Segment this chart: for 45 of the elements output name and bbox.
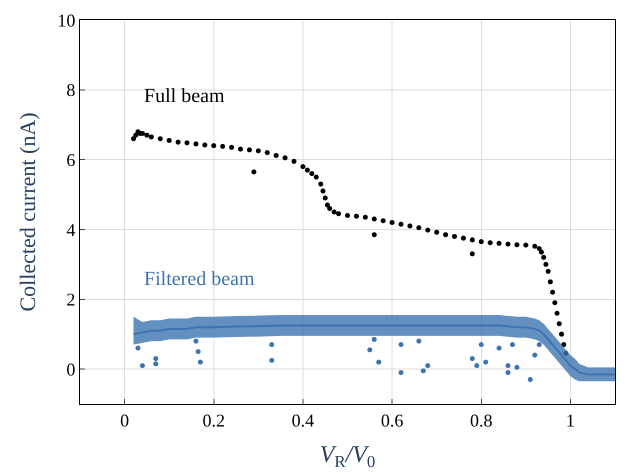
x-tick-label: 0.2 bbox=[202, 410, 225, 431]
y-tick-label: 2 bbox=[66, 290, 76, 310]
series-label: Filtered beam bbox=[144, 268, 255, 290]
x-tick-label: 0.8 bbox=[470, 410, 492, 431]
point bbox=[376, 360, 382, 365]
point bbox=[416, 338, 422, 344]
point bbox=[398, 342, 404, 348]
point bbox=[153, 356, 158, 362]
point bbox=[506, 363, 510, 368]
point bbox=[140, 363, 145, 368]
point bbox=[536, 342, 542, 348]
point bbox=[135, 346, 140, 351]
y-tick-label: 10 bbox=[57, 10, 76, 30]
y-tick-label: 4 bbox=[66, 220, 76, 240]
point bbox=[496, 346, 502, 351]
point bbox=[269, 342, 274, 348]
point bbox=[478, 342, 484, 348]
y-tick-label: 8 bbox=[66, 80, 76, 100]
x-tick-label: 1 bbox=[566, 410, 575, 431]
point bbox=[420, 368, 426, 374]
point bbox=[153, 361, 158, 366]
point bbox=[506, 370, 510, 376]
point bbox=[425, 363, 430, 368]
point bbox=[474, 363, 480, 368]
point bbox=[510, 342, 515, 348]
point bbox=[269, 358, 274, 363]
point bbox=[198, 360, 203, 365]
point bbox=[514, 364, 520, 370]
point bbox=[398, 370, 404, 376]
x-tick-label: 0.6 bbox=[380, 410, 404, 431]
series-label: Full beam bbox=[144, 85, 225, 107]
y-tick-label: 0 bbox=[66, 359, 76, 380]
point bbox=[372, 336, 377, 342]
point bbox=[367, 347, 372, 352]
point bbox=[196, 349, 201, 354]
point bbox=[193, 338, 198, 344]
point bbox=[532, 352, 538, 358]
x-tick-label: 0.4 bbox=[292, 410, 314, 431]
point bbox=[528, 377, 533, 382]
point bbox=[483, 360, 488, 365]
x-axis-title: V$_{R}$/V$_{0}$ bbox=[320, 442, 376, 471]
point bbox=[470, 356, 475, 362]
y-tick-label: 6 bbox=[66, 150, 76, 170]
x-tick-label: 0 bbox=[120, 410, 130, 431]
y-axis-title: Collected current (nA) bbox=[15, 112, 40, 312]
